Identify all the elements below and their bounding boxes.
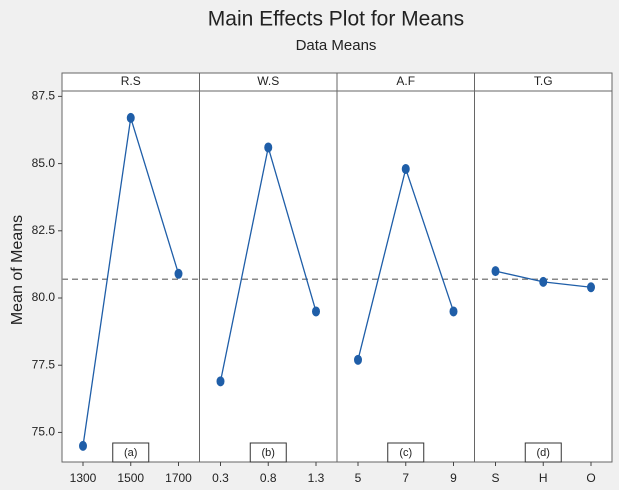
point <box>354 354 362 365</box>
panel-title: W.S <box>257 74 279 88</box>
y-tick-label: 82.5 <box>32 223 56 237</box>
x-tick-label: 1700 <box>165 471 192 485</box>
x-tick-label: S <box>491 471 499 485</box>
x-tick-label: H <box>539 471 548 485</box>
y-tick-label: 75.0 <box>32 425 56 439</box>
x-tick-label: 1300 <box>70 471 97 485</box>
annotation: (d) <box>537 447 550 459</box>
y-tick-label: 87.5 <box>32 89 56 103</box>
x-tick-label: 5 <box>355 471 362 485</box>
point <box>312 306 320 317</box>
x-tick-label: 0.8 <box>260 471 277 485</box>
panel-title: R.S <box>121 74 141 88</box>
x-tick-label: 7 <box>402 471 409 485</box>
point <box>587 282 595 293</box>
annotation: (a) <box>124 447 137 459</box>
panel-title: T.G <box>534 74 553 88</box>
chart-title: Main Effects Plot for Means <box>208 8 464 31</box>
point <box>449 306 458 317</box>
x-tick-label: 1.3 <box>308 471 325 485</box>
y-tick-label: 77.5 <box>32 357 56 371</box>
point <box>79 440 87 451</box>
annotation: (c) <box>399 447 412 459</box>
panel-title: A.F <box>396 74 415 88</box>
point <box>401 163 410 174</box>
point <box>174 268 183 279</box>
y-tick-label: 85.0 <box>32 156 56 170</box>
point <box>539 276 548 287</box>
y-tick-label: 80.0 <box>32 290 56 304</box>
chart-subtitle: Data Means <box>296 37 377 54</box>
x-tick-label: 9 <box>450 471 457 485</box>
y-axis-label: Mean of Means <box>9 215 26 325</box>
x-tick-label: 0.3 <box>212 471 229 485</box>
annotation: (b) <box>262 447 275 459</box>
x-tick-label: 1500 <box>117 471 144 485</box>
point <box>264 142 273 153</box>
point <box>126 112 135 123</box>
point <box>491 266 500 277</box>
point <box>216 376 225 387</box>
x-tick-label: O <box>586 471 595 485</box>
